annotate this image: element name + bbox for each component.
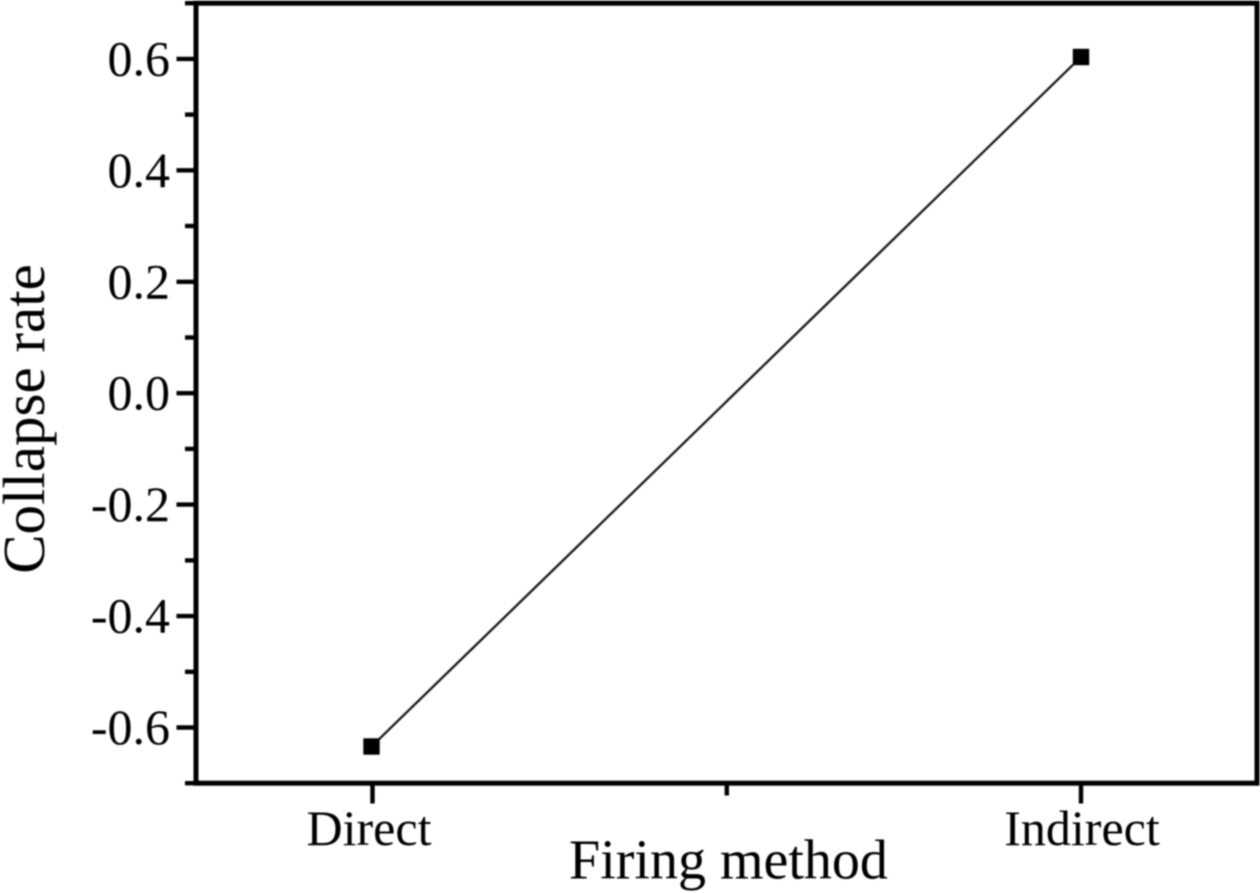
svg-text:0.6: 0.6 [108, 30, 171, 86]
svg-text:Direct: Direct [307, 800, 432, 856]
svg-text:-0.2: -0.2 [91, 476, 170, 532]
svg-text:0.4: 0.4 [108, 142, 171, 198]
svg-text:0.0: 0.0 [108, 365, 171, 421]
svg-text:-0.4: -0.4 [91, 588, 170, 644]
svg-text:-0.6: -0.6 [91, 699, 170, 755]
svg-text:Indirect: Indirect [1004, 800, 1160, 856]
svg-text:0.2: 0.2 [108, 253, 171, 309]
svg-text:Firing method: Firing method [569, 830, 888, 892]
svg-text:Collapse rate: Collapse rate [0, 264, 57, 574]
